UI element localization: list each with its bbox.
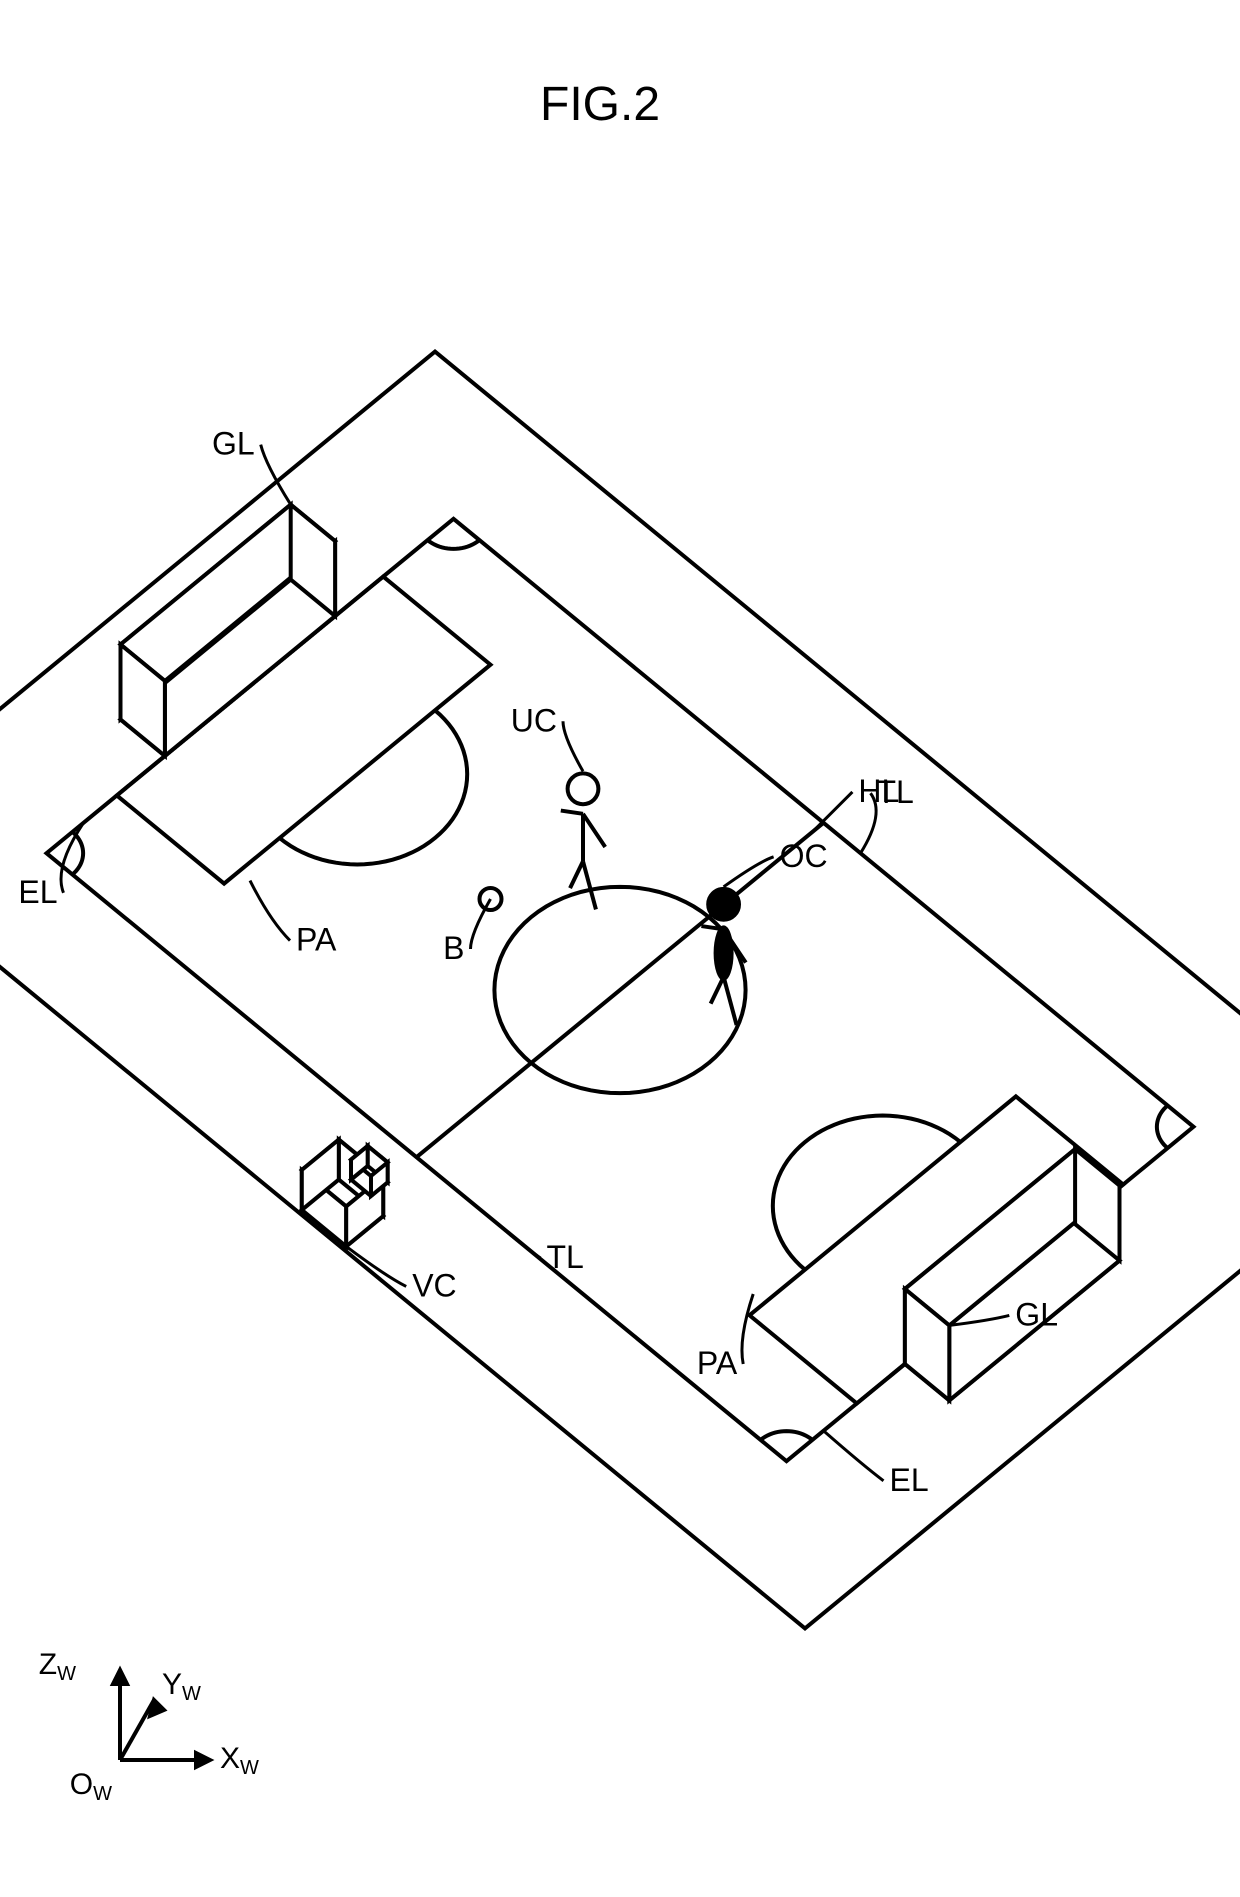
label-uc-leader [563, 721, 583, 771]
axis-z: ZW [39, 1648, 76, 1685]
player-oc-leg [724, 977, 737, 1025]
penalty-arc [773, 1116, 961, 1270]
corner-arc [761, 1431, 813, 1440]
label-el-left: EL [18, 874, 57, 910]
label-gl-right: GL [1015, 1296, 1058, 1332]
label-tl-bottom-leader [491, 1218, 541, 1258]
player-uc-arm [583, 814, 605, 847]
label-pa-left: PA [296, 922, 337, 958]
axis-x: XW [220, 1742, 259, 1779]
label-hl: HL [858, 773, 899, 809]
label-el-right-leader [824, 1431, 884, 1481]
figure-title: FIG.2 [540, 78, 660, 131]
label-tl-bottom: TL [547, 1239, 584, 1275]
penalty-arc [280, 710, 468, 864]
label-vc-leader [346, 1246, 406, 1286]
player-oc-head [708, 889, 739, 920]
label-oc: OC [780, 838, 828, 874]
axis-y: YW [162, 1668, 201, 1705]
label-b: B [443, 930, 464, 966]
label-hl-leader [812, 792, 852, 832]
label-gl-left: GL [212, 426, 255, 462]
player-oc-leg [711, 977, 724, 1004]
corner-arc [1157, 1106, 1168, 1149]
axis-origin: OW [70, 1768, 112, 1805]
corner-arc [428, 540, 480, 549]
label-uc: UC [511, 702, 557, 738]
label-pa-left-leader [250, 881, 290, 941]
label-pa-right: PA [697, 1345, 738, 1381]
player-uc-arm [561, 811, 583, 814]
player-uc-leg [583, 861, 596, 909]
player-uc-leg [570, 861, 583, 888]
label-el-right: EL [890, 1462, 929, 1498]
halfway-line [417, 823, 824, 1157]
label-pa-right-leader [742, 1294, 753, 1364]
player-oc-body [714, 925, 734, 981]
label-vc: VC [412, 1267, 456, 1303]
diagram-root: VWPTTLTLELELHLPAPAGLGLUCOCBVCXWZWYWOW [0, 352, 1240, 1805]
player-uc-head [568, 773, 599, 804]
